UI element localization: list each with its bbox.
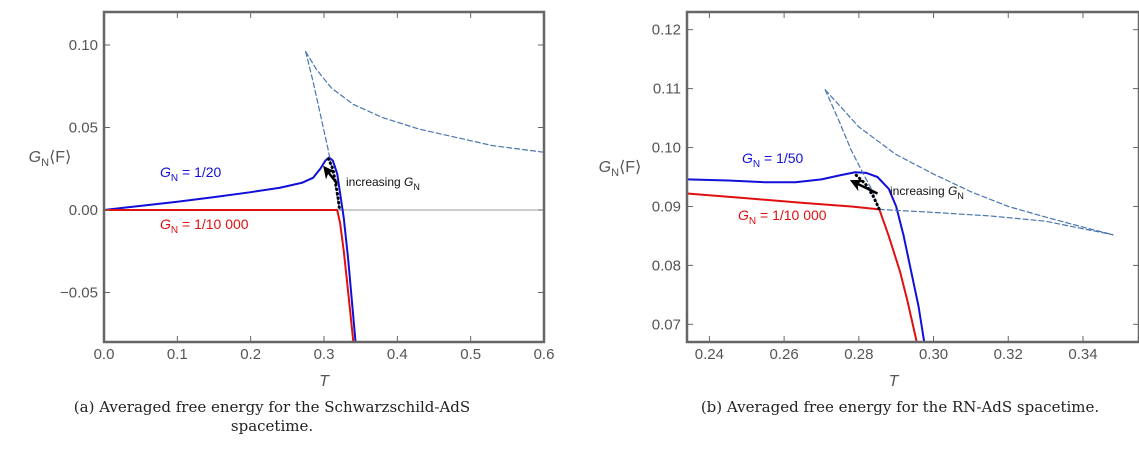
series-dashed-4 xyxy=(878,208,1114,236)
y-tick-label: 0.08 xyxy=(652,257,681,274)
x-tick-label: 0.24 xyxy=(695,346,724,363)
y-axis-label: GN⟨F⟩ xyxy=(599,159,642,179)
x-tick-label: 0.1 xyxy=(167,346,188,363)
blue-curve-label: GN = 1/20 xyxy=(160,164,222,184)
x-tick-label: 0.2 xyxy=(240,346,261,363)
y-tick-label: 0.07 xyxy=(652,316,681,333)
caption-line: (a) Averaged free energy for the Schwarz… xyxy=(74,398,470,416)
caption-line: (b) Averaged free energy for the RN-AdS … xyxy=(701,398,1099,416)
y-tick-label: 0.10 xyxy=(69,37,98,54)
caption-line: spacetime. xyxy=(231,417,313,435)
series-solid-0 xyxy=(104,156,357,342)
x-axis-label: T xyxy=(889,373,900,390)
series-solid-0 xyxy=(687,171,926,342)
x-tick-label: 0.32 xyxy=(994,346,1023,363)
series-dashed-2 xyxy=(305,51,341,211)
y-tick-label: 0.10 xyxy=(652,140,681,157)
x-tick-label: 0.6 xyxy=(534,346,555,363)
y-tick-label: −0.05 xyxy=(60,285,98,302)
red-curve-label: GN = 1/10 000 xyxy=(160,216,249,236)
series-solid-1 xyxy=(104,209,355,342)
y-tick-label: 0.12 xyxy=(652,22,681,39)
increasing-gn-label: increasing GN xyxy=(346,175,420,192)
panel-b-rn-ads: 0.24 0.26 0.28 0.30 0.32 0.34 0.07 0.08 0.09 0.10… xyxy=(599,10,1139,416)
increasing-arrow xyxy=(849,179,879,195)
x-tick-label: 0.28 xyxy=(844,346,873,363)
y-tick-label: 0.09 xyxy=(652,198,681,215)
panel-a-schwarzschild-ads: 0.0 0.1 0.2 0.3 0.4 0.5 0.6 −0.05 0.00 0.05 0.10 T G… xyxy=(29,10,555,435)
series-dashed-3 xyxy=(824,89,1114,236)
increasing-arrow xyxy=(323,165,339,185)
x-tick-label: 0.0 xyxy=(94,346,115,363)
x-tick-label: 0.30 xyxy=(919,346,948,363)
y-tick-label: 0.00 xyxy=(69,202,98,219)
increasing-gn-label: increasing GN xyxy=(890,184,964,201)
y-axis-label: GN⟨F⟩ xyxy=(29,149,72,169)
x-tick-label: 0.3 xyxy=(314,346,335,363)
plot-frame xyxy=(685,10,1139,344)
y-tick-label: 0.05 xyxy=(69,120,98,137)
red-curve-label: GN = 1/10 000 xyxy=(738,207,827,227)
series-dashed-3 xyxy=(305,51,544,153)
series-dashed-2 xyxy=(824,89,880,211)
x-axis-label: T xyxy=(319,373,330,390)
x-tick-label: 0.34 xyxy=(1068,346,1097,363)
y-tick-label: 0.11 xyxy=(653,81,681,98)
x-tick-label: 0.4 xyxy=(387,346,408,363)
x-tick-label: 0.5 xyxy=(460,346,481,363)
blue-curve-label: GN = 1/50 xyxy=(742,150,804,170)
x-tick-label: 0.26 xyxy=(770,346,799,363)
